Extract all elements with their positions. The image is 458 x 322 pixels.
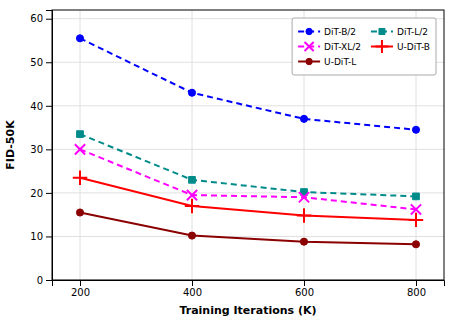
x-tick-label: 600 xyxy=(295,287,314,298)
series-point xyxy=(300,238,307,245)
series-point xyxy=(409,213,423,227)
x-axis-title: Training Iterations (K) xyxy=(179,304,316,317)
y-axis-line xyxy=(46,11,53,281)
x-tick-mark xyxy=(416,280,417,286)
y-tick: 20 xyxy=(30,188,52,199)
y-tick-mark xyxy=(46,193,52,194)
legend-label: DiT-B/2 xyxy=(324,27,356,37)
series-point xyxy=(187,190,197,200)
grid-line-y xyxy=(52,192,444,193)
grid-line-y xyxy=(52,236,444,237)
series-point xyxy=(413,193,420,200)
y-tick: 10 xyxy=(30,231,52,242)
legend-swatch-marker xyxy=(306,58,312,64)
y-tick-mark xyxy=(46,106,52,107)
series-point xyxy=(76,35,83,42)
series xyxy=(73,170,423,227)
grid xyxy=(52,10,444,280)
y-tick: 0 xyxy=(37,275,52,286)
legend-item: U-DiT-L xyxy=(298,57,356,67)
y-tick-mark xyxy=(46,149,52,150)
legend-item: DiT-B/2 xyxy=(298,27,356,37)
series-point xyxy=(75,144,85,154)
legend-label: U-DiT-L xyxy=(324,57,356,67)
series-point xyxy=(76,209,83,216)
series xyxy=(75,144,421,214)
legend-item: DiT-L/2 xyxy=(371,27,428,37)
y-tick-mark xyxy=(46,236,52,237)
y-tick-label: 0 xyxy=(37,275,43,286)
grid-line-x xyxy=(80,10,81,280)
legend-item: DiT-XL/2 xyxy=(298,42,361,52)
y-tick-label: 60 xyxy=(30,13,43,24)
y-axis: 0 10 20 30 40 50 60 xyxy=(30,11,52,286)
series xyxy=(76,209,419,248)
legend-label: U-DiT-B xyxy=(397,42,430,52)
y-tick-label: 10 xyxy=(30,231,43,242)
y-axis-title: FID-50K xyxy=(4,120,17,170)
y-tick: 30 xyxy=(30,144,52,155)
chart: 2004006008000102030405060DiT-B/2DiT-L/2D… xyxy=(0,0,458,322)
legend-swatch-marker xyxy=(305,42,314,51)
series-point xyxy=(188,89,195,96)
series-point xyxy=(297,208,311,222)
y-tick-label: 30 xyxy=(30,144,43,155)
y-tick-label: 50 xyxy=(30,57,43,68)
grid-line-y xyxy=(52,149,444,150)
series-line xyxy=(80,213,416,245)
series-point xyxy=(188,232,195,239)
legend-swatch-marker xyxy=(306,28,312,34)
series-point xyxy=(300,115,307,122)
y-tick-mark xyxy=(46,19,52,20)
x-tick-label: 800 xyxy=(407,287,426,298)
y-tick-mark xyxy=(46,62,52,63)
x-tick-label: 200 xyxy=(71,287,90,298)
series-point xyxy=(77,131,84,138)
x-axis: 200 400 600 800 xyxy=(53,280,445,298)
x-tick-mark xyxy=(304,280,305,286)
series-line xyxy=(80,134,416,196)
series-point xyxy=(299,192,309,202)
plot-frame xyxy=(52,10,444,280)
legend-label: DiT-L/2 xyxy=(397,27,428,37)
legend-box xyxy=(292,18,436,75)
x-tick: 400 xyxy=(183,280,202,298)
legend: DiT-B/2 DiT-L/2 DiT-XL/2 U-DiT-B U-DiT-L xyxy=(292,18,436,75)
y-tick-label: 20 xyxy=(30,188,43,199)
x-tick-mark xyxy=(192,280,193,286)
legend-item: U-DiT-B xyxy=(371,40,430,53)
plot: 2004006008000102030405060DiT-B/2DiT-L/2D… xyxy=(30,10,444,298)
series-line xyxy=(80,149,416,209)
y-tick-mark xyxy=(46,280,52,281)
series-point xyxy=(189,176,196,183)
legend-label: DiT-XL/2 xyxy=(324,42,361,52)
y-tick: 40 xyxy=(30,101,52,112)
legend-swatch-marker xyxy=(376,40,389,53)
legend-swatch-marker xyxy=(379,29,385,35)
series-point xyxy=(412,126,419,133)
x-tick: 600 xyxy=(295,280,314,298)
series-point xyxy=(185,199,199,213)
series-point xyxy=(412,241,419,248)
y-tick-label: 40 xyxy=(30,101,43,112)
x-tick: 800 xyxy=(407,280,426,298)
x-tick: 200 xyxy=(71,280,90,298)
x-axis-line xyxy=(53,281,445,287)
series-line xyxy=(80,178,416,220)
y-tick: 60 xyxy=(30,13,52,24)
x-tick-mark xyxy=(80,280,81,286)
series-point xyxy=(73,170,87,184)
x-tick-label: 400 xyxy=(183,287,202,298)
y-tick: 50 xyxy=(30,57,52,68)
